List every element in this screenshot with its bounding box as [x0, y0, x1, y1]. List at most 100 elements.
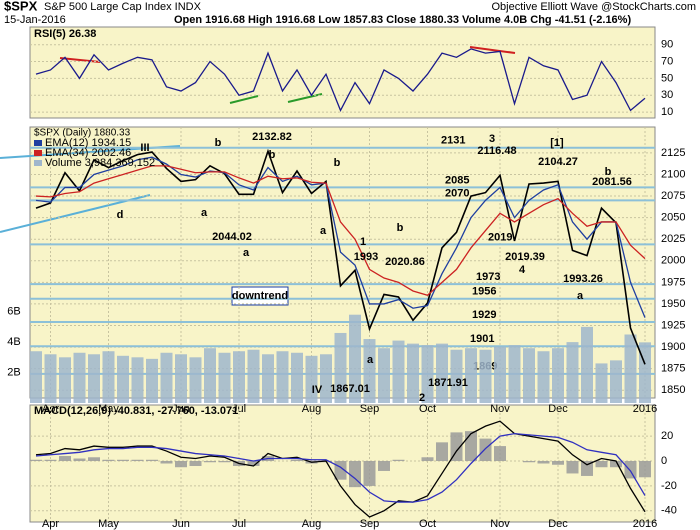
annotation: b	[397, 222, 404, 234]
bar	[88, 457, 100, 462]
bar	[508, 345, 521, 403]
annotation: 1871.91	[428, 377, 468, 389]
annotation: b	[334, 157, 341, 169]
bar	[320, 354, 332, 403]
bar	[494, 446, 506, 462]
bar	[30, 459, 42, 462]
bar	[30, 351, 42, 403]
x-tick-label: Jun	[172, 403, 190, 415]
bar	[146, 358, 158, 403]
bar	[218, 461, 231, 463]
bar	[450, 349, 463, 403]
annotation: 2044.02	[212, 231, 252, 243]
bar	[146, 459, 158, 462]
level-label: 1929	[472, 309, 496, 321]
y-tick-label: 0	[661, 455, 667, 467]
bar	[436, 442, 448, 462]
bar	[204, 348, 216, 403]
y-tick-label: 2075	[661, 190, 685, 202]
bar	[276, 351, 289, 403]
bar	[291, 459, 303, 462]
annotation: a	[243, 247, 250, 259]
quote: Open 1916.68 High 1916.68 Low 1857.83 Cl…	[174, 14, 631, 26]
bar	[624, 334, 637, 403]
x-tick-label: 2016	[633, 403, 657, 415]
bar	[537, 351, 550, 403]
bar	[465, 431, 477, 462]
x-tick-label: Sep	[360, 403, 380, 415]
bar	[465, 348, 477, 403]
legend-swatch	[34, 160, 42, 166]
x-tick-label: Jul	[232, 518, 246, 530]
annotation: 2104.27	[538, 156, 578, 168]
x-tick-label: May	[98, 518, 119, 530]
bar	[363, 339, 376, 403]
x-tick-label: Aug	[302, 518, 322, 530]
bar	[363, 461, 376, 486]
bar	[581, 461, 593, 476]
x-tick-label: Nov	[490, 518, 510, 530]
annotation: 2132.82	[252, 131, 292, 143]
x-tick-label: Dec	[548, 403, 568, 415]
y2-tick-label: 6B	[7, 306, 20, 318]
bar	[479, 438, 492, 462]
bar	[334, 332, 347, 403]
y-tick-label: 1925	[661, 319, 685, 331]
bar	[59, 456, 71, 462]
annotation: b	[605, 166, 612, 178]
y-tick-label: 20	[661, 430, 673, 442]
bar	[595, 363, 608, 403]
bar	[160, 461, 173, 464]
series-line	[35, 420, 646, 518]
level-label: 1956	[472, 286, 496, 298]
bar	[102, 459, 115, 462]
legend-swatch	[34, 150, 42, 156]
annotation: 2	[419, 392, 425, 404]
bar	[59, 357, 71, 403]
legend-swatch	[34, 140, 42, 146]
bar	[44, 354, 57, 403]
price-title: $SPX (Daily) 1880.33	[34, 128, 131, 139]
bar	[566, 461, 579, 474]
annotation: 1993	[354, 251, 378, 263]
bar	[407, 343, 419, 403]
bar	[523, 348, 535, 403]
bar	[44, 459, 57, 462]
bar	[175, 461, 187, 468]
bar	[523, 461, 535, 463]
bar	[450, 432, 463, 462]
annotation: a	[367, 354, 374, 366]
bar	[102, 351, 115, 403]
annotation: 2081.56	[592, 176, 632, 188]
bar	[378, 348, 390, 403]
divergence-line	[469, 46, 516, 54]
bar	[581, 326, 593, 403]
y-tick-label: 1875	[661, 363, 685, 375]
y-tick-label: 2000	[661, 255, 685, 267]
annotation: [1]	[550, 137, 564, 149]
annotation: downtrend	[232, 290, 288, 302]
x-tick-label: Sep	[360, 518, 380, 530]
bar	[566, 342, 579, 403]
legend-entry: Volume 3,984,369,152	[45, 157, 155, 169]
bar	[175, 354, 187, 403]
annotation: IV	[312, 384, 323, 396]
y-tick-label: 1950	[661, 298, 685, 310]
annotation: 2020.86	[385, 256, 425, 268]
bar	[204, 461, 216, 463]
annotation: 1867.01	[330, 383, 370, 395]
bar	[73, 458, 86, 462]
bar	[378, 461, 390, 471]
level-label: 2019	[488, 231, 512, 243]
level-label: 2070	[445, 187, 469, 199]
x-tick-label: Aug	[302, 403, 322, 415]
macd-title: MACD(12,26,9) -40.831, -27.760, -13.071	[34, 405, 238, 417]
bar	[392, 340, 405, 403]
symbol-name: S&P 500 Large Cap Index INDX	[44, 1, 202, 13]
annotation: b	[269, 149, 276, 161]
bar	[189, 357, 202, 403]
bar	[639, 461, 651, 478]
annotation: b	[215, 137, 222, 149]
legend-entry: EMA(12) 1934.15	[45, 137, 131, 149]
y-tick-label: 2050	[661, 212, 685, 224]
